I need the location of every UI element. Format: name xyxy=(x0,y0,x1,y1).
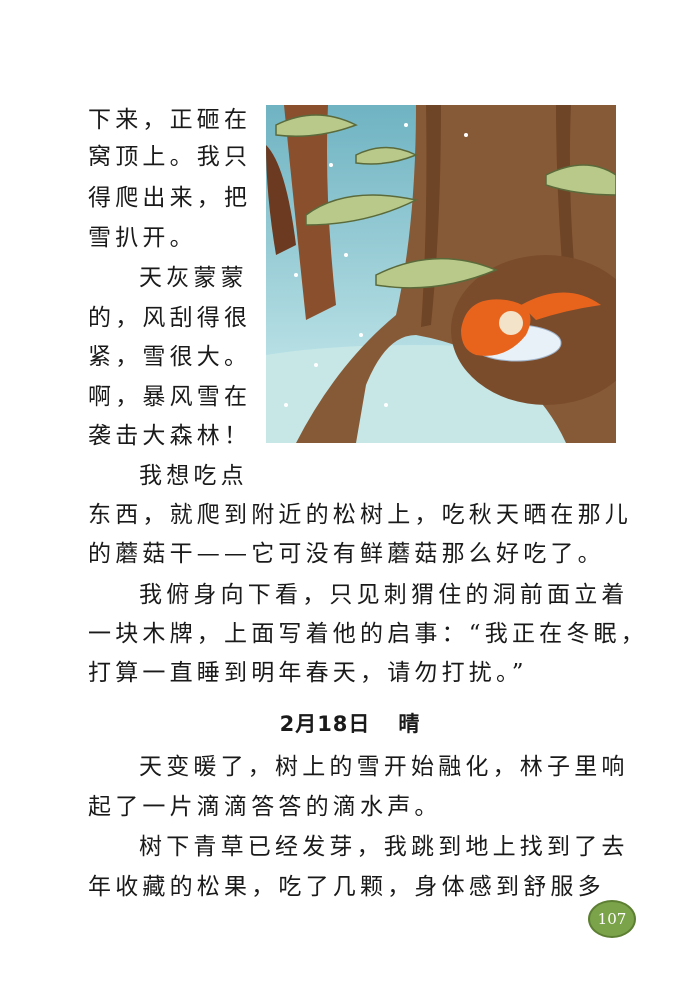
diary-date-heading: 2月18日 晴 xyxy=(0,708,700,738)
text-line: 我俯身向下看，只见刺猬住的洞前面立着 xyxy=(139,582,629,608)
heading-weather: 晴 xyxy=(398,712,421,736)
text-line: 年收藏的松果，吃了几颗，身体感到舒服多 xyxy=(88,874,605,900)
forest-scene-image xyxy=(266,105,616,443)
text-line: 树下青草已经发芽，我跳到地上找到了去 xyxy=(139,834,629,860)
text-line: 东西，就爬到附近的松树上，吃秋天晒在那儿 xyxy=(88,502,632,528)
text-line: 天灰蒙蒙 xyxy=(139,265,248,291)
text-line: 窝顶上。我只 xyxy=(88,144,252,170)
text-line: 天变暖了，树上的雪开始融化，林子里响 xyxy=(139,754,629,780)
text-line: 起了一片滴滴答答的滴水声。 xyxy=(88,794,442,820)
text-line: 我想吃点 xyxy=(139,463,248,489)
text-line: 一块木牌，上面写着他的启事：“我正在冬眠， xyxy=(88,621,648,647)
illustration-forest-squirrel xyxy=(266,105,616,443)
text-line: 下来，正砸在 xyxy=(88,107,252,133)
text-line: 打算一直睡到明年春天，请勿打扰。” xyxy=(88,660,528,686)
text-line: 啊，暴风雪在 xyxy=(88,384,252,410)
text-line: 袭击大森林！ xyxy=(88,423,252,449)
text-line: 的，风刮得很 xyxy=(88,305,252,331)
page-number: 107 xyxy=(597,910,627,928)
text-line: 紧，雪很大。 xyxy=(88,344,252,370)
text-line: 雪扒开。 xyxy=(88,225,197,251)
page-number-badge: 107 xyxy=(588,900,636,938)
heading-date: 2月18日 xyxy=(279,712,371,736)
text-line: 得爬出来，把 xyxy=(88,185,252,211)
text-line: 的蘑菇干——它可没有鲜蘑菇那么好吃了。 xyxy=(88,541,605,567)
